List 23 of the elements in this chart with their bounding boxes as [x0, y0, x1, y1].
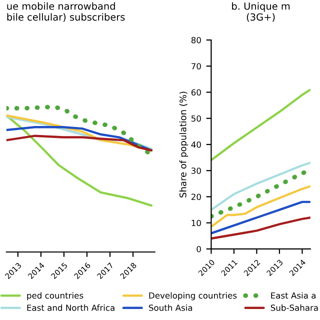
line-series — [211, 185, 310, 228]
legend-label: South Asia — [149, 304, 192, 311]
line-series — [211, 200, 310, 234]
legend-label: East Asia a — [271, 292, 316, 299]
y-tick-label: 10 — [192, 220, 201, 226]
y-tick-label: 60 — [191, 89, 201, 96]
y-axis-title: Share of population (%) — [179, 92, 188, 198]
legend-label: ped countries — [27, 292, 84, 300]
y-tick-label: 0 — [196, 246, 201, 252]
y-tick-label: 80 — [191, 36, 201, 44]
y-tick-label: 20 — [191, 194, 201, 200]
chart-title: b. Unique m (3G+) — [232, 2, 290, 22]
line-series — [211, 216, 310, 240]
chart-title: ue mobile narrowband bile cellular) subscribers — [7, 2, 125, 22]
legend-label: East and North Africa — [27, 304, 114, 311]
line-series — [211, 88, 310, 162]
y-tick-label: 40 — [191, 141, 201, 148]
y-tick-label: 50 — [192, 115, 201, 122]
y-tick-label: 70 — [192, 63, 201, 70]
line-series — [211, 162, 310, 211]
legend-label: Sub-Sahara — [270, 304, 318, 311]
legend-label: Developing countries — [149, 292, 237, 300]
y-tick-label: 30 — [192, 168, 201, 174]
